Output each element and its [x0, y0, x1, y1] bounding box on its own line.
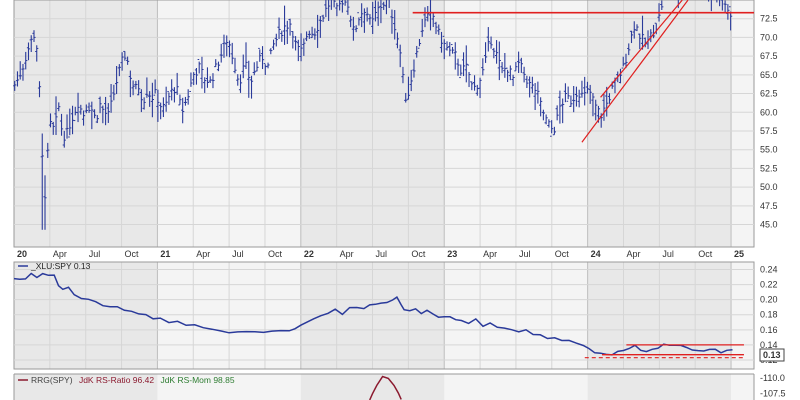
rrg-legend-rs-ratio: JdK RS-Ratio 96.42: [79, 375, 154, 385]
x-month-label: Jul: [376, 249, 388, 259]
rrg-legend: RRG(SPY) JdK RS-Ratio 96.42 JdK RS-Mom 9…: [18, 375, 235, 385]
x-month-label: Jul: [89, 249, 101, 259]
rrg-y-tick-label: -107.5: [760, 389, 786, 399]
rrg-year-band: [300, 374, 445, 400]
rs-y-tick-label: 0.20: [760, 295, 778, 305]
x-month-label: Oct: [125, 249, 140, 259]
rs-legend-label: _XLU:SPY 0.13: [30, 261, 91, 271]
rrg-y-tick-label: -110.0: [760, 373, 785, 383]
price-y-tick-label: 72.5: [760, 14, 778, 24]
price-y-tick-label: 65.0: [760, 70, 778, 80]
rrg-legend-rs-mom: JdK RS-Mom 98.85: [160, 375, 234, 385]
price-y-tick-label: 62.5: [760, 89, 778, 99]
x-month-label: Apr: [53, 249, 67, 259]
x-month-label: Jul: [662, 249, 674, 259]
x-month-label: Oct: [698, 249, 713, 259]
x-month-label: Jul: [519, 249, 531, 259]
x-month-label: Oct: [411, 249, 426, 259]
price-panel: 45.0 47.5 50.0 52.5 55.0 57.5 60.0 62.5 65.0 67.5…: [13, 0, 778, 259]
price-y-tick-label: 45.0: [760, 220, 778, 230]
rrg-legend-label: RRG(SPY) JdK RS-Ratio 96.42 JdK RS-Mom 9…: [31, 375, 235, 385]
channel-lower-line: [581, 0, 689, 143]
x-year-label: 20: [17, 249, 27, 259]
x-year-label: 23: [447, 249, 457, 259]
price-frame: [13, 0, 755, 248]
price-y-tick-label: 57.5: [760, 126, 778, 136]
rs-y-tick-label: 0.24: [760, 265, 778, 275]
rs-y-tick-label: 0.18: [760, 310, 778, 320]
price-y-tick-label: 52.5: [760, 163, 778, 173]
x-year-label: 22: [304, 249, 314, 259]
rs-y-tick-label: 0.16: [760, 325, 778, 335]
rrg-rs-ratio-line: [369, 375, 402, 400]
rs-frame: [13, 261, 755, 370]
x-month-label: Apr: [483, 249, 497, 259]
rrg-year-band: [587, 374, 732, 400]
x-year-label: 21: [160, 249, 170, 259]
x-year-label: 25: [734, 249, 744, 259]
rs-last-value-badge: 0.13: [759, 348, 785, 362]
rrg-panel: -110.0 -107.5: [13, 373, 786, 400]
x-month-label: Jul: [232, 249, 244, 259]
price-y-tick-label: 50.0: [760, 182, 778, 192]
x-month-label: Apr: [340, 249, 354, 259]
rs-last-value: 0.13: [763, 350, 781, 360]
price-y-tick-label: 70.0: [760, 32, 778, 42]
price-y-tick-label: 47.5: [760, 201, 778, 211]
rs-y-tick-label: 0.14: [760, 340, 778, 350]
price-y-tick-label: 67.5: [760, 51, 778, 61]
x-month-label: Apr: [196, 249, 210, 259]
x-year-label: 24: [591, 249, 601, 259]
channel-upper-line: [600, 0, 683, 98]
relative-strength-panel: 0.120.140.160.180.200.220.24: [13, 261, 778, 370]
x-month-label: Oct: [555, 249, 570, 259]
rrg-year-band: [14, 374, 158, 400]
rs-line: [13, 272, 733, 356]
rrg-legend-name: RRG(SPY): [31, 375, 73, 385]
price-y-tick-label: 55.0: [760, 145, 778, 155]
rs-y-tick-label: 0.22: [760, 280, 778, 290]
rs-last-value-box: [759, 348, 785, 362]
rs-legend: _XLU:SPY 0.13: [18, 261, 91, 271]
x-month-label: Apr: [626, 249, 640, 259]
x-month-label: Oct: [268, 249, 283, 259]
price-bars: [13, 0, 733, 230]
price-y-tick-label: 60.0: [760, 107, 778, 117]
